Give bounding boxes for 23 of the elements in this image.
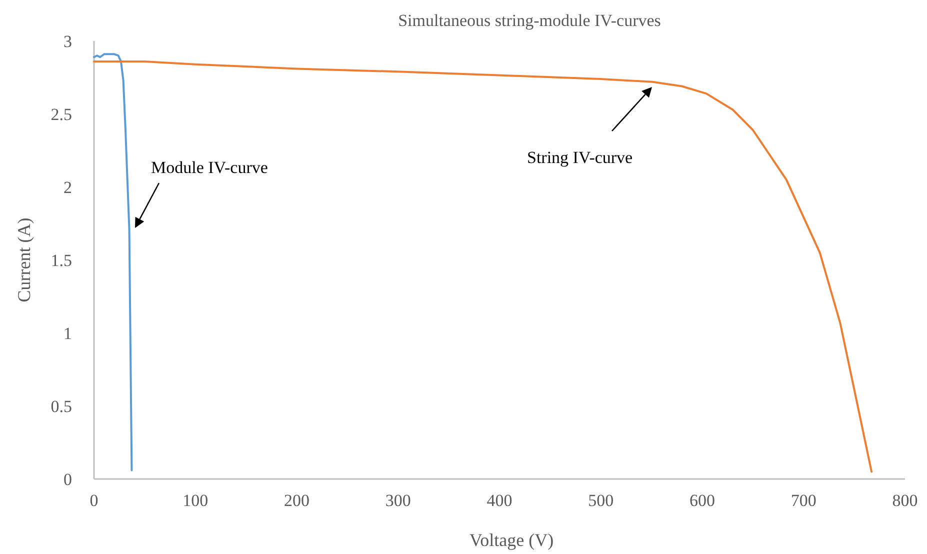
y-axis-title: Current (A): [14, 218, 34, 302]
x-tick-label: 300: [385, 491, 411, 510]
y-tick-label: 2: [64, 178, 72, 197]
annotation: String IV-curve: [527, 148, 633, 167]
y-tick-label: 2.5: [50, 105, 72, 124]
y-tick-label: 0: [64, 470, 72, 489]
x-tick-label: 700: [790, 491, 816, 510]
y-tick-label: 3: [64, 32, 72, 51]
y-tick-label: 0.5: [50, 397, 72, 416]
x-tick-label: 0: [90, 491, 98, 510]
y-tick-label: 1: [64, 324, 72, 343]
chart-title: Simultaneous string-module IV-curves: [398, 11, 661, 30]
x-axis-title: Voltage (V): [469, 530, 554, 550]
annotation: Module IV-curve: [151, 158, 268, 177]
x-tick-label: 800: [892, 491, 918, 510]
x-tick-label: 200: [284, 491, 310, 510]
line-series: [93, 60, 873, 473]
x-tick-label: 500: [588, 491, 614, 510]
x-tick-label: 100: [182, 491, 208, 510]
line-series: [93, 53, 133, 472]
x-tick-label: 600: [690, 491, 715, 510]
x-tick-label: 400: [486, 491, 512, 510]
y-tick-label: 1.5: [50, 251, 72, 270]
